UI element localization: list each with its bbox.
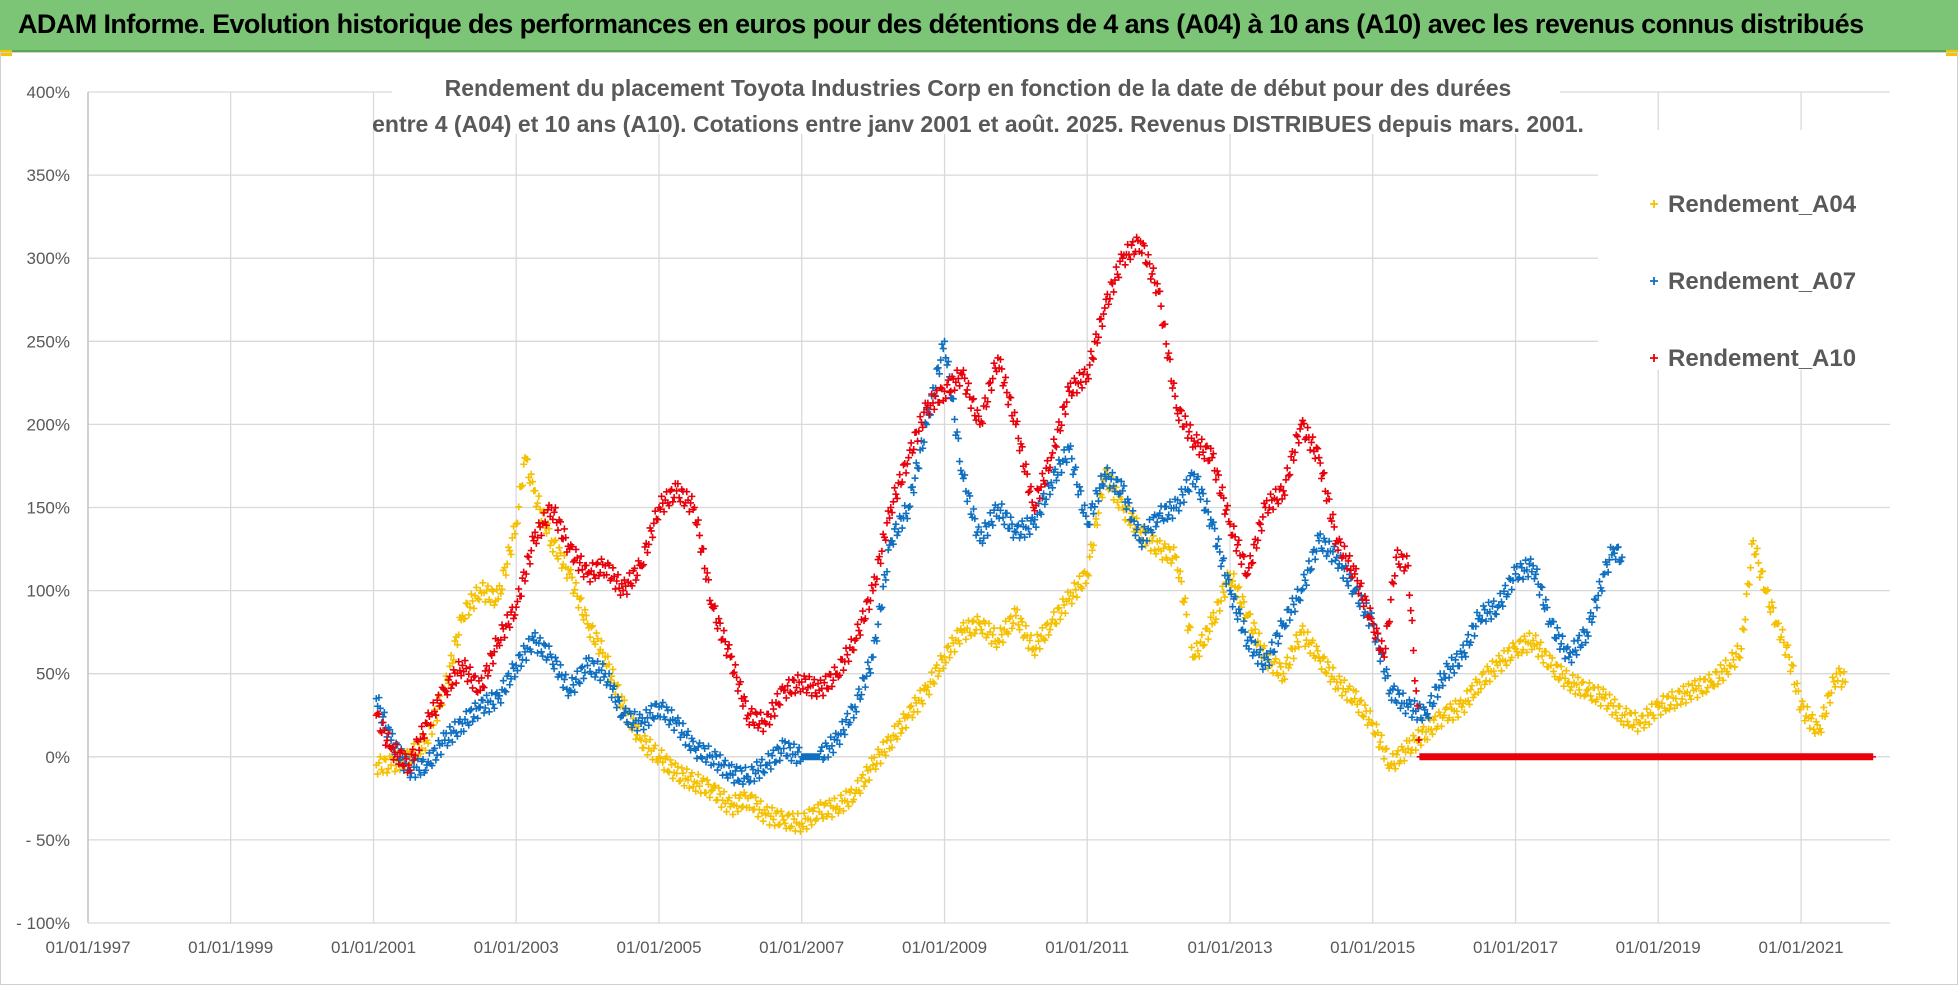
- x-tick-label: 01/01/1999: [188, 938, 273, 957]
- legend-label: Rendement_A07: [1668, 268, 1856, 295]
- x-tick-label: 01/01/2003: [474, 938, 559, 957]
- legend-box: [1598, 130, 1898, 370]
- x-tick-label: 01/01/2015: [1330, 938, 1415, 957]
- corner-accent-left: [0, 50, 12, 56]
- x-tick-label: 01/01/2005: [616, 938, 701, 957]
- y-tick-label: 50%: [36, 665, 70, 684]
- x-tick-label: 01/01/1997: [45, 938, 130, 957]
- x-tick-label: 01/01/2019: [1616, 938, 1701, 957]
- legend-marker: [1650, 200, 1658, 208]
- header-banner: ADAM Informe. Evolution historique des p…: [0, 0, 1958, 52]
- series-Rendement_A10: [372, 233, 1876, 777]
- series-Rendement_A04: [372, 454, 1849, 836]
- data-points: [372, 233, 1876, 836]
- legend-marker: [1650, 277, 1658, 285]
- chart-title-box: [392, 62, 1560, 134]
- y-tick-label: 400%: [27, 83, 70, 102]
- x-tick-label: 01/01/2017: [1473, 938, 1558, 957]
- x-tick-label: 01/01/2013: [1188, 938, 1273, 957]
- series-markers: [372, 233, 1876, 777]
- x-tick-label: 01/01/2011: [1045, 938, 1129, 957]
- y-tick-label: 250%: [27, 332, 70, 351]
- x-axis-ticks: 01/01/1997 01/01/1999 01/01/2001 01/01/2003…: [45, 938, 1843, 957]
- series-Rendement_A07: [372, 337, 1626, 788]
- x-tick-label: 01/01/2009: [902, 938, 987, 957]
- y-tick-label: 200%: [27, 415, 70, 434]
- y-tick-label: - 100%: [16, 914, 70, 933]
- x-tick-label: 01/01/2001: [331, 938, 416, 957]
- y-tick-label: 350%: [27, 166, 70, 185]
- y-tick-label: 0%: [45, 748, 70, 767]
- chart-title-line-2: entre 4 (A04) et 10 ans (A10). Cotations…: [372, 111, 1584, 137]
- x-tick-label: 01/01/2021: [1759, 938, 1844, 957]
- legend-label: Rendement_A04: [1668, 191, 1857, 218]
- y-axis-ticks: - 100% - 50% 0% 50% 100% 150% 200% 250% 300% 350%…: [16, 83, 70, 933]
- legend-marker: [1650, 354, 1658, 362]
- x-tick-label: 01/01/2007: [759, 938, 844, 957]
- chart-title-line-1: Rendement du placement Toyota Industries…: [445, 75, 1512, 101]
- y-tick-label: - 50%: [26, 831, 70, 850]
- y-tick-label: 300%: [27, 249, 70, 268]
- corner-accent-right: [1946, 50, 1958, 56]
- page-title: ADAM Informe. Evolution historique des p…: [18, 9, 1864, 39]
- y-tick-label: 100%: [27, 582, 70, 601]
- y-tick-label: 150%: [27, 499, 70, 518]
- legend: Rendement_A04 Rendement_A07 Rendement_A10: [1598, 130, 1898, 372]
- scatter-chart: - 100% - 50% 0% 50% 100% 150% 200% 250% 300% 350%…: [16, 62, 1898, 957]
- series-markers: [372, 454, 1849, 836]
- legend-label: Rendement_A10: [1668, 345, 1856, 372]
- series-markers: [372, 337, 1626, 788]
